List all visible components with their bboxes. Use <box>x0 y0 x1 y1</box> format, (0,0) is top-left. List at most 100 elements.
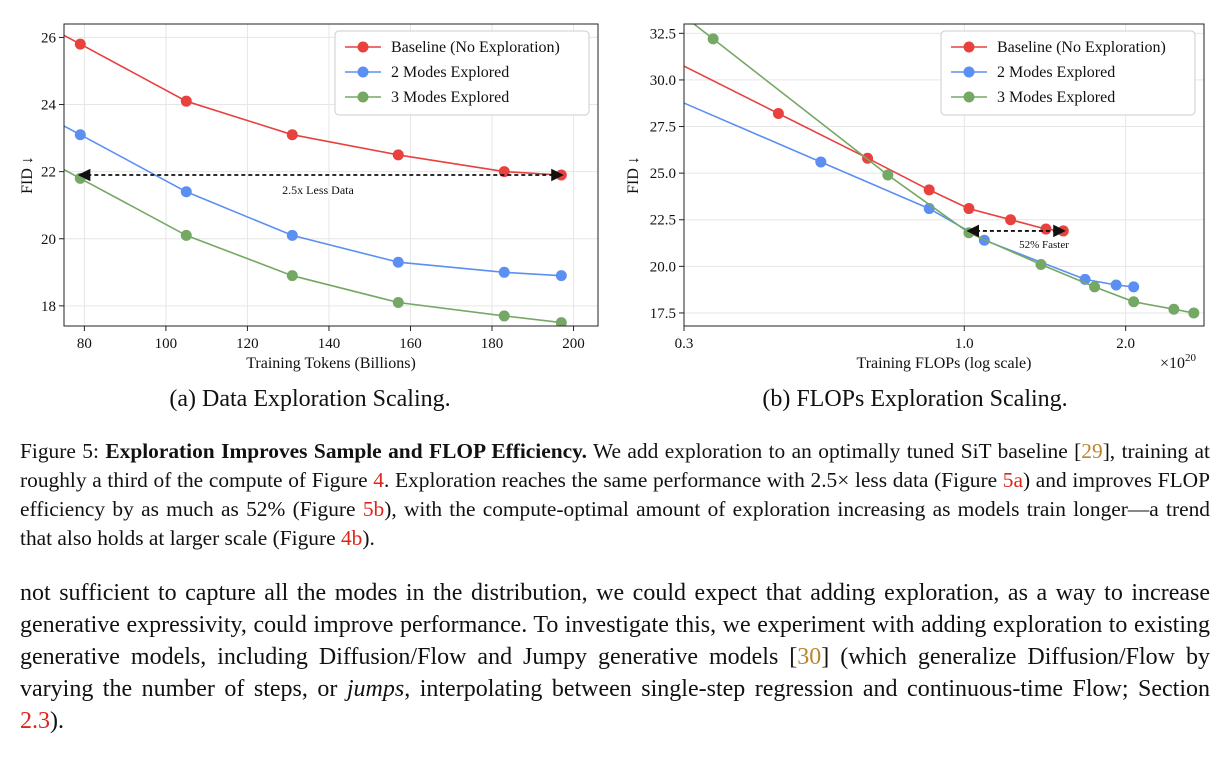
legend-entry-label: 2 Modes Explored <box>997 64 1115 81</box>
data-point <box>286 229 298 241</box>
data-point <box>286 270 298 282</box>
x-tick-label: 100 <box>155 336 178 352</box>
series-line <box>684 102 1134 288</box>
citation-link[interactable]: 29 <box>1081 439 1103 463</box>
caption-text: . Exploration reaches the same performan… <box>383 468 1003 492</box>
data-point <box>74 38 86 50</box>
subcaption-a: (a) Data Exploration Scaling. <box>169 386 451 412</box>
legend-swatch-marker <box>357 41 369 53</box>
section-reference-link[interactable]: 2.3 <box>20 708 50 734</box>
data-point <box>74 129 86 141</box>
caption-text: ), with the compute-optimal amount of ex… <box>20 497 1210 550</box>
figure-5b-chart: 17.5 20.0 22.5 25.0 27.5 30.0 32.5 0.3 1.0 2.0 52%… <box>616 0 1226 372</box>
legend: Baseline (No Exploration) 2 Modes Explore… <box>940 30 1196 116</box>
data-point <box>1040 223 1052 235</box>
x-tick-label: 80 <box>77 336 92 352</box>
data-point <box>392 149 404 161</box>
legend-entry-label: Baseline (No Exploration) <box>391 39 560 56</box>
chart-svg: 18 20 22 24 26 80 100 120 140 160 180 200 2.5x Less … <box>19 23 599 372</box>
data-point <box>707 33 719 45</box>
data-point <box>1188 307 1200 319</box>
y-axis-label: FID ↓ <box>625 156 642 194</box>
data-point <box>180 186 192 198</box>
figure-caption: Figure 5: Exploration Improves Sample an… <box>20 437 1210 553</box>
legend-entry-label: 2 Modes Explored <box>391 64 509 81</box>
legend-swatch-marker <box>963 91 975 103</box>
data-point <box>498 266 510 278</box>
x-tick-label: 120 <box>236 336 259 352</box>
caption-text: ], training at roughly a third of the co… <box>20 439 1210 492</box>
data-point <box>180 229 192 241</box>
legend-swatch-marker <box>963 66 975 78</box>
data-point <box>555 317 567 326</box>
data-point <box>963 203 975 215</box>
x-tick-label: 200 <box>562 336 585 352</box>
caption-text: ) and improves FLOP efficiency by as muc… <box>20 468 1210 521</box>
figure-reference-link[interactable]: 4b <box>340 526 363 550</box>
x-tick-label: 180 <box>481 336 504 352</box>
x-tick-label: 160 <box>399 336 422 352</box>
x-axis-label: Training Tokens (Billions) <box>246 355 416 372</box>
data-point <box>498 310 510 322</box>
body-paragraph: not sufficient to capture all the modes … <box>20 577 1210 737</box>
body-text: , interpolating between single-step regr… <box>404 676 1211 702</box>
data-point <box>772 107 784 119</box>
legend-entry-label: 3 Modes Explored <box>997 89 1115 106</box>
chart-svg: 17.5 20.0 22.5 25.0 27.5 30.0 32.5 0.3 1.0 2.0 52%… <box>625 23 1205 372</box>
data-point <box>1110 279 1122 291</box>
data-point <box>1005 214 1017 226</box>
legend-swatch-marker <box>357 91 369 103</box>
y-tick-label: 20.0 <box>650 259 676 275</box>
legend-swatch-marker <box>357 66 369 78</box>
y-tick-label: 17.5 <box>650 306 676 322</box>
x-tick-label: 1.0 <box>955 336 974 352</box>
citation-link[interactable]: 30 <box>797 644 822 670</box>
y-tick-label: 27.5 <box>650 120 676 136</box>
y-tick-label: 20 <box>41 232 56 248</box>
y-tick-label: 18 <box>41 299 56 315</box>
data-point <box>963 227 975 239</box>
data-point <box>882 169 894 181</box>
data-point <box>392 256 404 268</box>
figure-reference-link[interactable]: 4 <box>373 468 384 492</box>
data-point <box>1128 281 1140 293</box>
plot-frame <box>683 23 1205 327</box>
data-point <box>1035 258 1047 270</box>
legend-box <box>940 30 1196 116</box>
legend: Baseline (No Exploration) 2 Modes Explore… <box>334 30 590 116</box>
y-tick-label: 22.5 <box>650 213 676 229</box>
x-tick-label: 2.0 <box>1116 336 1135 352</box>
y-tick-label: 25.0 <box>650 166 676 182</box>
annotation-label: 52% Faster <box>1019 239 1069 251</box>
figure-reference-link[interactable]: 5a <box>1002 468 1023 492</box>
plot-frame <box>63 23 599 327</box>
y-tick-label: 30.0 <box>650 73 676 89</box>
data-point <box>1168 303 1180 315</box>
x-tick-label: 0.3 <box>675 336 694 352</box>
data-point <box>1128 296 1140 308</box>
x-tick-label: 140 <box>318 336 341 352</box>
series-line <box>64 125 562 277</box>
data-point <box>815 156 827 168</box>
data-point <box>1089 281 1101 293</box>
x-axis-multiplier-exponent: 20 <box>1185 352 1197 364</box>
y-tick-label: 32.5 <box>650 26 676 42</box>
x-axis-label: Training FLOPs (log scale) <box>857 355 1032 372</box>
x-axis-multiplier: ×1020 <box>1160 352 1197 372</box>
data-point <box>555 270 567 282</box>
y-tick-label: 22 <box>41 165 56 181</box>
data-point <box>923 184 935 196</box>
legend-swatch-marker <box>963 41 975 53</box>
x-axis-multiplier-base: ×10 <box>1160 355 1185 372</box>
y-tick-label: 26 <box>41 30 57 46</box>
y-tick-label: 24 <box>41 98 57 114</box>
caption-label: Figure 5: <box>20 439 99 463</box>
y-axis-label: FID ↓ <box>19 156 36 194</box>
figure-reference-link[interactable]: 5b <box>362 497 385 521</box>
data-point <box>180 95 192 107</box>
subcaption-b: (b) FLOPs Exploration Scaling. <box>762 386 1068 412</box>
caption-bold-title: Exploration Improves Sample and FLOP Eff… <box>105 439 587 463</box>
body-text: ] (which generalize Diffusion/Flow by va… <box>20 644 1210 702</box>
annotation-label: 2.5x Less Data <box>282 183 354 197</box>
body-text: ). <box>50 708 64 734</box>
